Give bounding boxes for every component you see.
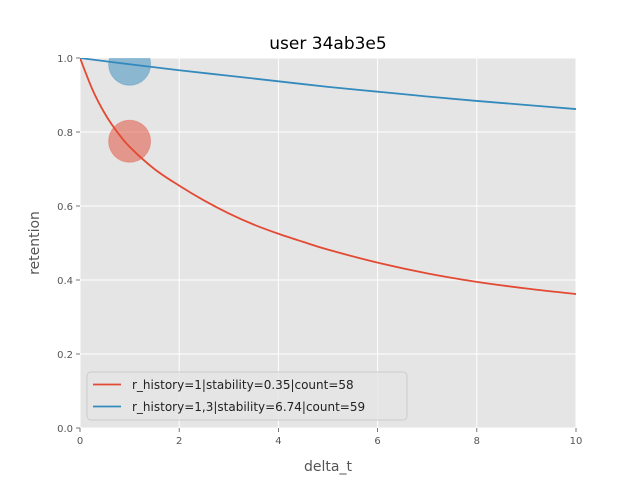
x-tick-label: 8: [474, 436, 480, 447]
legend-entry-series-1: r_history=1|stability=0.35|count=58: [132, 378, 354, 392]
series-2-line: [80, 58, 576, 110]
plot-area: [80, 58, 576, 428]
y-tick-label: 0.4: [57, 276, 73, 287]
plot-content: [80, 58, 576, 295]
y-tick-label: 0.6: [57, 202, 73, 213]
x-tick-label: 2: [176, 436, 182, 447]
y-tick-label: 0.2: [57, 350, 73, 361]
gridlines: [79, 57, 577, 429]
y-tick-label: 0.0: [57, 424, 73, 435]
legend: r_history=1|stability=0.35|count=58 r_hi…: [86, 371, 408, 421]
y-axis-label: retention: [27, 211, 43, 275]
y-tick-label: 1.0: [57, 54, 73, 65]
y-tick-label: 0.8: [57, 128, 73, 139]
x-tick-label: 0: [77, 436, 83, 447]
x-tick-label: 4: [275, 436, 281, 447]
legend-entry-series-2: r_history=1,3|stability=6.74|count=59: [132, 400, 365, 414]
x-tick-label: 6: [374, 436, 380, 447]
x-axis-label: delta_t: [304, 459, 352, 475]
series-1-point: [108, 119, 152, 163]
x-tick-label: 10: [570, 436, 583, 447]
tick-labels: 0 2 4 6 8 10 0.0 0.2 0.4 0.6 0.8 1.0: [57, 54, 582, 447]
chart-title: user 34ab3e5: [269, 34, 386, 54]
legend-box: [86, 371, 408, 421]
series-1-line: [80, 58, 576, 295]
